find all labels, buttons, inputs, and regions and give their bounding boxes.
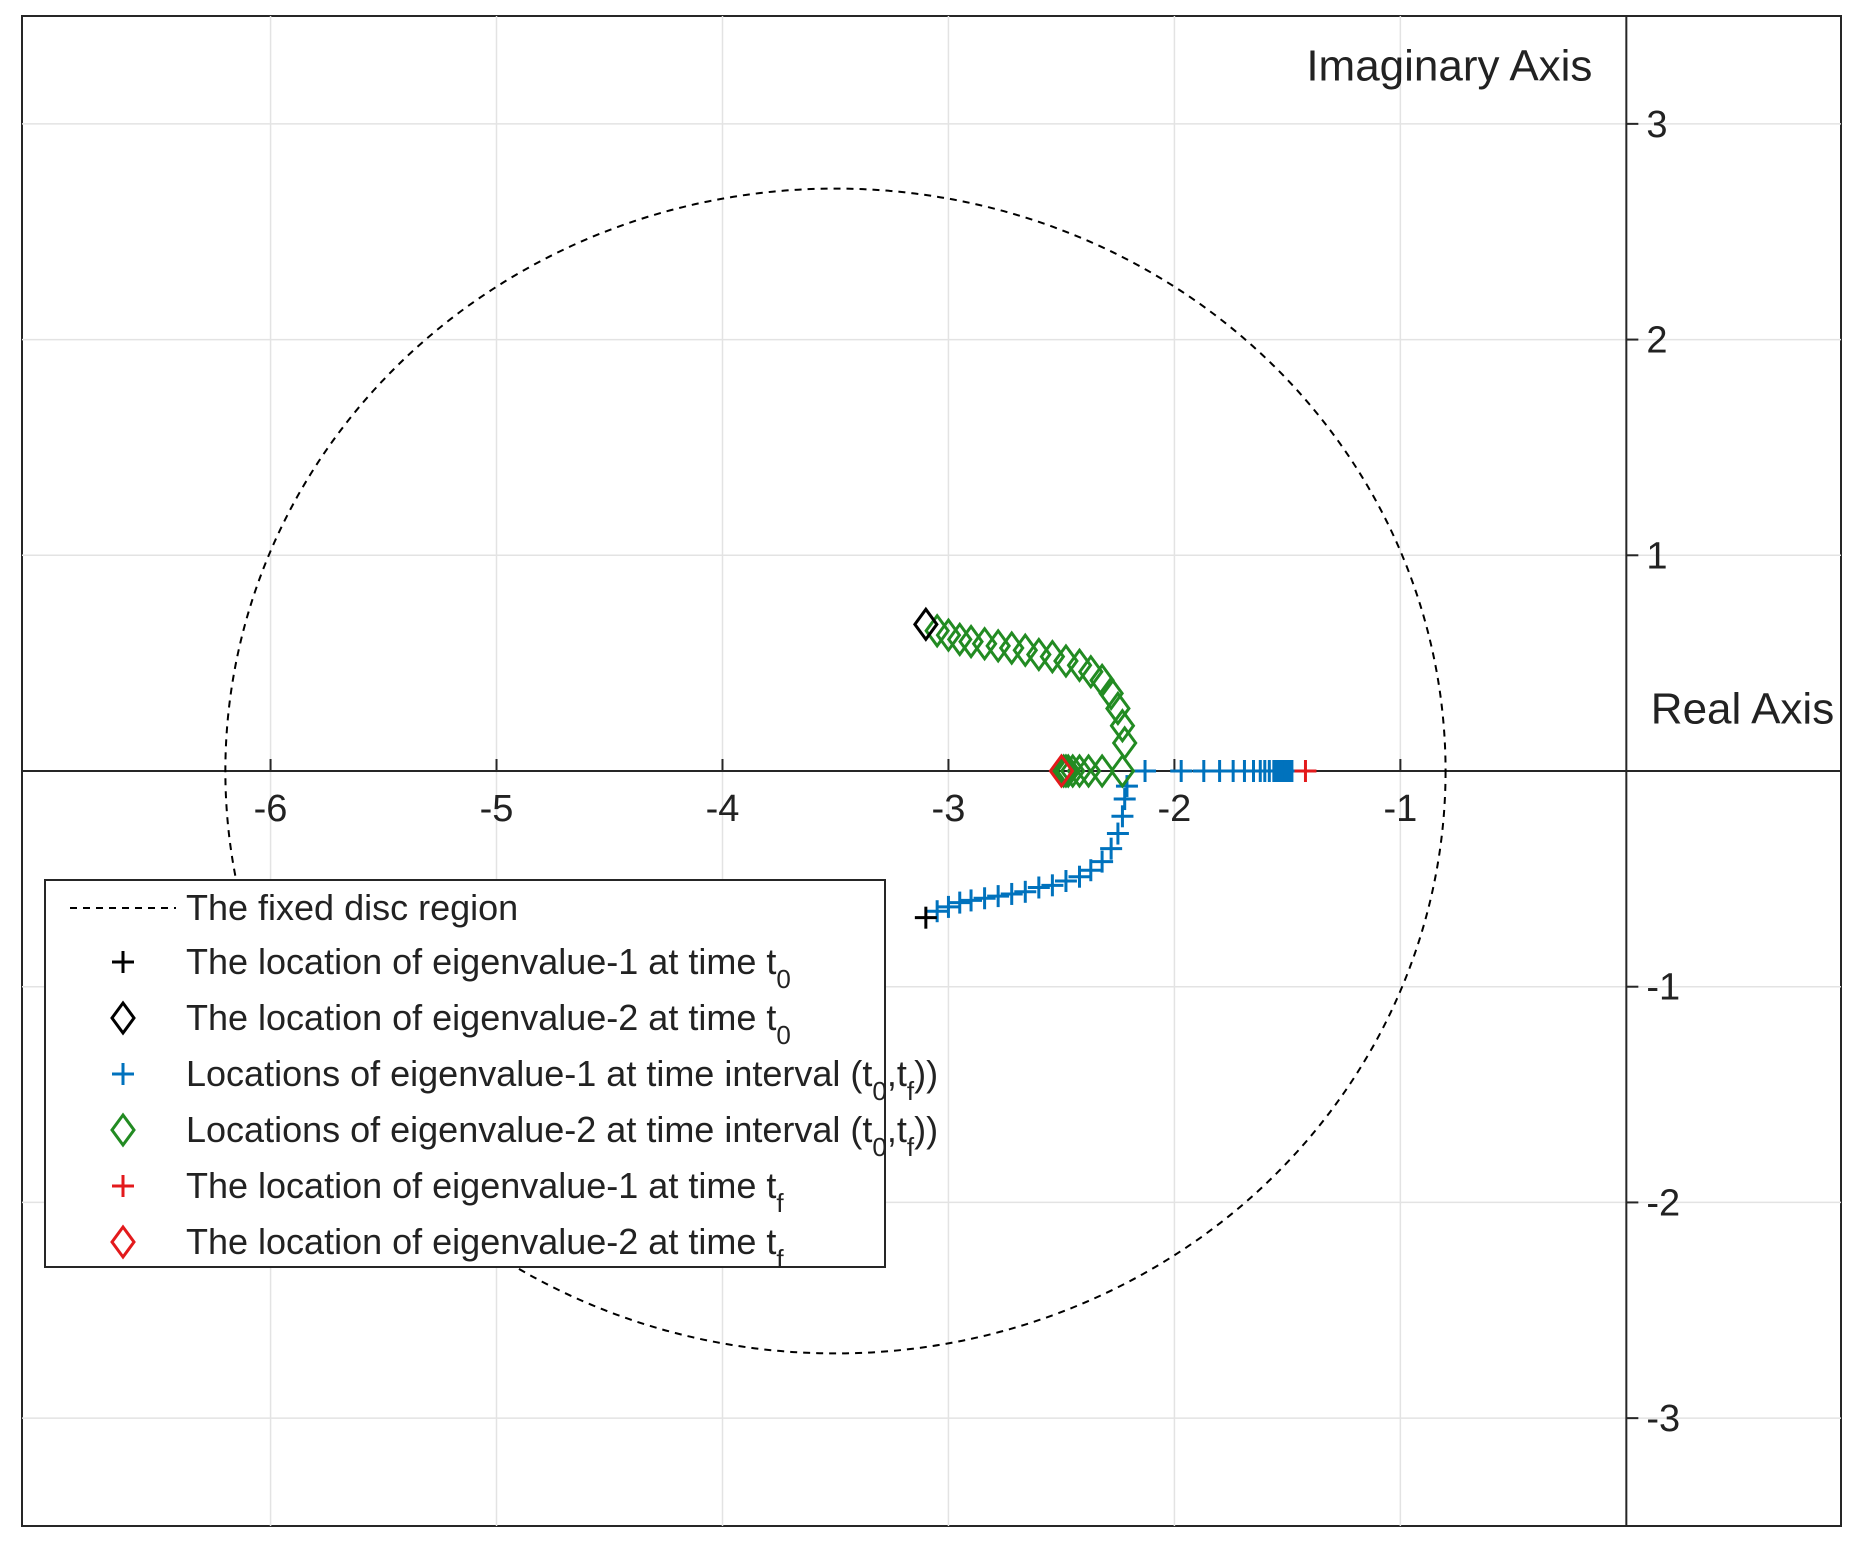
- x-tick-label: -4: [706, 788, 740, 830]
- point-diamond-4-9: [1039, 639, 1066, 675]
- point-diamond-6-0: [1048, 753, 1075, 789]
- legend-entry-label: The fixed disc region: [186, 887, 518, 928]
- legend-entry-label: Locations of eigenvalue-2 at time interv…: [186, 1109, 938, 1162]
- legend-swatch-plus: [112, 1175, 134, 1197]
- point-plus-3-6: [1000, 882, 1023, 905]
- point-diamond-2-0: [912, 606, 939, 642]
- point-diamond-4-10: [1053, 643, 1079, 679]
- legend-text-part: The fixed disc region: [186, 887, 518, 928]
- legend-text-part: Locations of eigenvalue-2 at time interv…: [186, 1109, 872, 1150]
- legend-text-part: The location of eigenvalue-1 at time t: [186, 1165, 776, 1206]
- point-plus-3-3: [960, 889, 983, 912]
- legend-entry-label: The location of eigenvalue-2 at time t0: [186, 997, 791, 1050]
- point-plus-3-16: [1111, 805, 1134, 828]
- legend-entry-label: The location of eigenvalue-1 at time tf: [186, 1165, 784, 1218]
- legend: The fixed disc region The location of eig…: [44, 879, 938, 1274]
- legend-subscript: 0: [776, 1020, 790, 1050]
- legend-entry-label: The location of eigenvalue-2 at time tf: [186, 1221, 784, 1274]
- y-tick-label: -1: [1646, 967, 1680, 1009]
- point-diamond-4-22: [1059, 753, 1086, 789]
- legend-subscript: f: [907, 1132, 915, 1162]
- legend-text-part: Locations of eigenvalue-1 at time interv…: [186, 1053, 872, 1094]
- legend-swatch-diamond: [110, 1112, 136, 1148]
- legend-swatch-plus: [112, 1063, 134, 1085]
- point-plus-3-4: [973, 887, 996, 910]
- legend-text-part: The location of eigenvalue-2 at time t: [186, 997, 776, 1038]
- point-diamond-4-16: [1109, 708, 1136, 744]
- y-tick-label: -3: [1646, 1398, 1680, 1440]
- y-tick-label: 1: [1646, 535, 1667, 577]
- point-plus-3-2: [948, 891, 971, 914]
- disc-layer: [224, 187, 1447, 1355]
- point-plus-3-7: [1014, 880, 1037, 903]
- point-plus-5-0: [1294, 760, 1317, 782]
- legend-subscript: 0: [872, 1132, 886, 1162]
- point-plus-3-9: [1041, 874, 1064, 897]
- point-diamond-4-15: [1105, 690, 1131, 726]
- y-tick-label: 2: [1646, 320, 1667, 362]
- point-plus-3-1: [937, 895, 960, 918]
- point-plus-3-20: [1170, 760, 1193, 782]
- legend-swatch-diamond: [110, 1000, 136, 1036]
- x-tick-label: -5: [480, 788, 514, 830]
- point-plus-3-10: [1054, 870, 1077, 893]
- legend-text-part: ,t: [887, 1053, 907, 1094]
- y-tick-label: -2: [1646, 1182, 1680, 1224]
- legend-subscript: 0: [776, 964, 790, 994]
- point-plus-3-17: [1113, 788, 1136, 811]
- y-tick-label: 3: [1646, 104, 1667, 146]
- point-diamond-4-18: [1109, 753, 1136, 789]
- point-plus-3-0: [926, 900, 949, 923]
- y-axis-title: Imaginary Axis: [1306, 42, 1592, 91]
- x-tick-label: -3: [932, 788, 966, 830]
- points-layer: [912, 606, 1317, 929]
- point-plus-3-5: [987, 885, 1010, 908]
- point-plus-3-13: [1091, 850, 1114, 873]
- legend-entry-label: Locations of eigenvalue-1 at time interv…: [186, 1053, 938, 1106]
- legend-subscript: 0: [872, 1076, 886, 1106]
- point-diamond-4-24: [1053, 753, 1079, 789]
- x-tick-label: -6: [254, 788, 288, 830]
- x-tick-label: -1: [1383, 788, 1417, 830]
- legend-box: [44, 879, 886, 1268]
- legend-subscript: f: [776, 1188, 784, 1218]
- legend-text-part: The location of eigenvalue-1 at time t: [186, 941, 776, 982]
- point-diamond-4-12: [1077, 654, 1104, 690]
- legend-entry-label: The location of eigenvalue-1 at time t0: [186, 941, 791, 994]
- point-plus-3-15: [1106, 822, 1129, 845]
- point-diamond-4-7: [1012, 632, 1039, 668]
- axes-layer: [22, 16, 1841, 1526]
- point-plus-3-12: [1079, 859, 1102, 882]
- x-axis-title: Real Axis: [1651, 685, 1834, 734]
- point-diamond-4-25: [1050, 753, 1077, 789]
- fixed-disc-region: [224, 187, 1447, 1355]
- point-plus-1-0: [914, 906, 937, 929]
- legend-swatch-diamond: [110, 1224, 136, 1260]
- legend-text-part: ,t: [887, 1109, 907, 1150]
- point-plus-3-14: [1100, 837, 1123, 860]
- legend-subscript: f: [907, 1076, 915, 1106]
- legend-subscript: f: [776, 1244, 784, 1274]
- legend-text-part: )): [914, 1053, 938, 1094]
- legend-swatch-plus: [112, 951, 134, 973]
- point-plus-3-19: [1134, 760, 1157, 782]
- legend-text-part: )): [914, 1109, 938, 1150]
- x-tick-label: -2: [1158, 788, 1192, 830]
- legend-text-part: The location of eigenvalue-2 at time t: [186, 1221, 776, 1262]
- point-diamond-4-14: [1098, 675, 1125, 711]
- point-diamond-4-23: [1055, 753, 1082, 789]
- point-plus-3-11: [1068, 865, 1091, 888]
- labels-layer: -6 -5 -4 -3 -2 -1 -3 -2 -1 1 2 3 Imaginary Axis Real …: [254, 42, 1835, 1440]
- point-plus-3-8: [1027, 876, 1050, 899]
